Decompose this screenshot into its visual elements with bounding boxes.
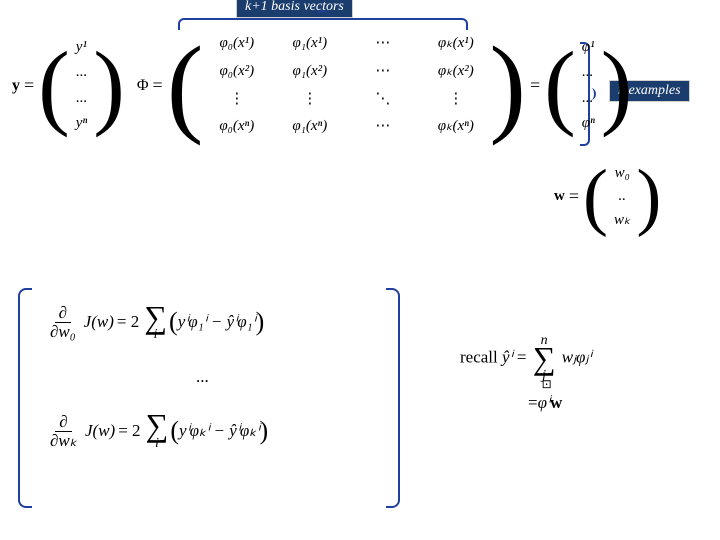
m33: φₖ(xⁿ) [428, 113, 483, 141]
y-r2: ... [76, 86, 87, 112]
w-content: w₀ .. wₖ [608, 160, 636, 234]
rc-box: ⊡ [542, 373, 552, 396]
m31: φ₁(xⁿ) [282, 113, 337, 141]
rc2c: w [550, 387, 562, 419]
rc-term: wⱼφⱼⁱ [562, 348, 592, 367]
w-rparen: ) [636, 163, 661, 231]
d0den: ∂w₀ [46, 323, 80, 341]
derivative-block: ∂∂w₀ J(w) = 2 ∑i ( yⁱφ₁ⁱ − ŷⁱφ₁ⁱ ) ... ∂… [18, 288, 398, 465]
top-label: k+1 basis vectors [236, 0, 353, 18]
pv-lparen: ( [544, 43, 576, 129]
m00: φ₀(x¹) [209, 30, 264, 58]
m10: φ₀(x²) [209, 58, 264, 86]
d0jw: J(w) [84, 312, 114, 332]
dksi: i [155, 439, 159, 449]
recall-line2: = ⊡ φⁱ w [528, 387, 591, 419]
d0si: i [154, 330, 158, 340]
m32: ⋯ [355, 113, 410, 141]
phi-lhs: Φ [137, 77, 149, 95]
rc-prefix: recall [460, 348, 502, 367]
recall-block: recall ŷⁱ = n∑j wⱼφⱼⁱ = ⊡ φⁱ w [460, 336, 591, 419]
w-lhs: w [554, 188, 565, 205]
phi-vector: φ¹ ... ... φⁿ [576, 35, 601, 137]
dkin: yⁱφₖⁱ − ŷⁱφₖⁱ [179, 421, 260, 441]
m30: φ₀(xⁿ) [209, 113, 264, 141]
m11: φ₁(x²) [282, 58, 337, 86]
rc2b: φⁱ [538, 393, 550, 412]
rc2a: = [528, 387, 538, 419]
pv1: ... [582, 60, 595, 86]
d0eq: = 2 [117, 312, 139, 332]
rc-yhat: ŷⁱ [502, 348, 513, 367]
y-r1: ... [76, 60, 87, 86]
deriv-row-0: ∂∂w₀ J(w) = 2 ∑i ( yⁱφ₁ⁱ − ŷⁱφ₁ⁱ ) [46, 304, 370, 341]
phi-rparen: ) [489, 33, 526, 138]
w2: wₖ [614, 209, 630, 232]
deriv-dots: ... [196, 367, 370, 387]
w-vector-eq: w = ( w₀ .. wₖ ) [554, 160, 661, 234]
eq1: = [24, 75, 34, 96]
recall-line1: recall ŷⁱ = n∑j wⱼφⱼⁱ [460, 336, 591, 381]
y-lhs: y [12, 77, 20, 95]
m20: ⋮ [209, 86, 264, 114]
phi-lparen: ( [167, 33, 204, 138]
d0lp: ( [169, 307, 178, 337]
d0num: ∂ [55, 304, 71, 323]
m21: ⋮ [282, 86, 337, 114]
dklp: ( [170, 416, 179, 446]
dkeq: = 2 [118, 421, 140, 441]
y-r0: y¹ [76, 35, 87, 61]
pv0: φ¹ [582, 35, 595, 61]
m12: ⋯ [355, 58, 410, 86]
m02: ⋯ [355, 30, 410, 58]
y-lparen: ( [38, 43, 70, 129]
eq3: = [530, 75, 540, 96]
m01: φ₁(x¹) [282, 30, 337, 58]
top-brace [178, 18, 468, 30]
pv-rparen: ) [601, 43, 633, 129]
w-lparen: ( [583, 163, 608, 231]
phi-matrix: φ₀(x¹)φ₁(x¹)⋯φₖ(x¹) φ₀(x²)φ₁(x²)⋯φₖ(x²) … [203, 30, 489, 141]
main-equation-row: y = ( y¹ ... ... yⁿ ) Φ = ( φ₀(x¹) φ₁(x¹)… [12, 30, 632, 141]
m13: φₖ(x²) [428, 58, 483, 86]
deriv-row-k: ∂∂wₖ J(w) = 2 ∑i ( yⁱφₖⁱ − ŷⁱφₖⁱ ) [46, 413, 370, 450]
w1: .. [614, 185, 630, 208]
rc-eq: = [517, 348, 531, 367]
w0: w₀ [614, 162, 630, 185]
y-rparen: ) [93, 43, 125, 129]
y-vector: y¹ ... ... yⁿ [70, 35, 93, 137]
d0in: yⁱφ₁ⁱ − ŷⁱφ₁ⁱ [178, 312, 256, 332]
m23: ⋮ [428, 86, 483, 114]
dkden: ∂wₖ [46, 432, 81, 450]
pv2: ... [582, 86, 595, 112]
d0rp: ) [256, 307, 265, 337]
pv3: φⁿ [582, 111, 595, 137]
y-r3: yⁿ [76, 111, 87, 137]
m22: ⋱ [355, 86, 410, 114]
eq2: = [153, 75, 163, 96]
w-eq: = [569, 186, 579, 207]
dkrp: ) [260, 416, 269, 446]
dknum: ∂ [55, 413, 71, 432]
dkjw: J(w) [85, 421, 115, 441]
m03: φₖ(x¹) [428, 30, 483, 58]
